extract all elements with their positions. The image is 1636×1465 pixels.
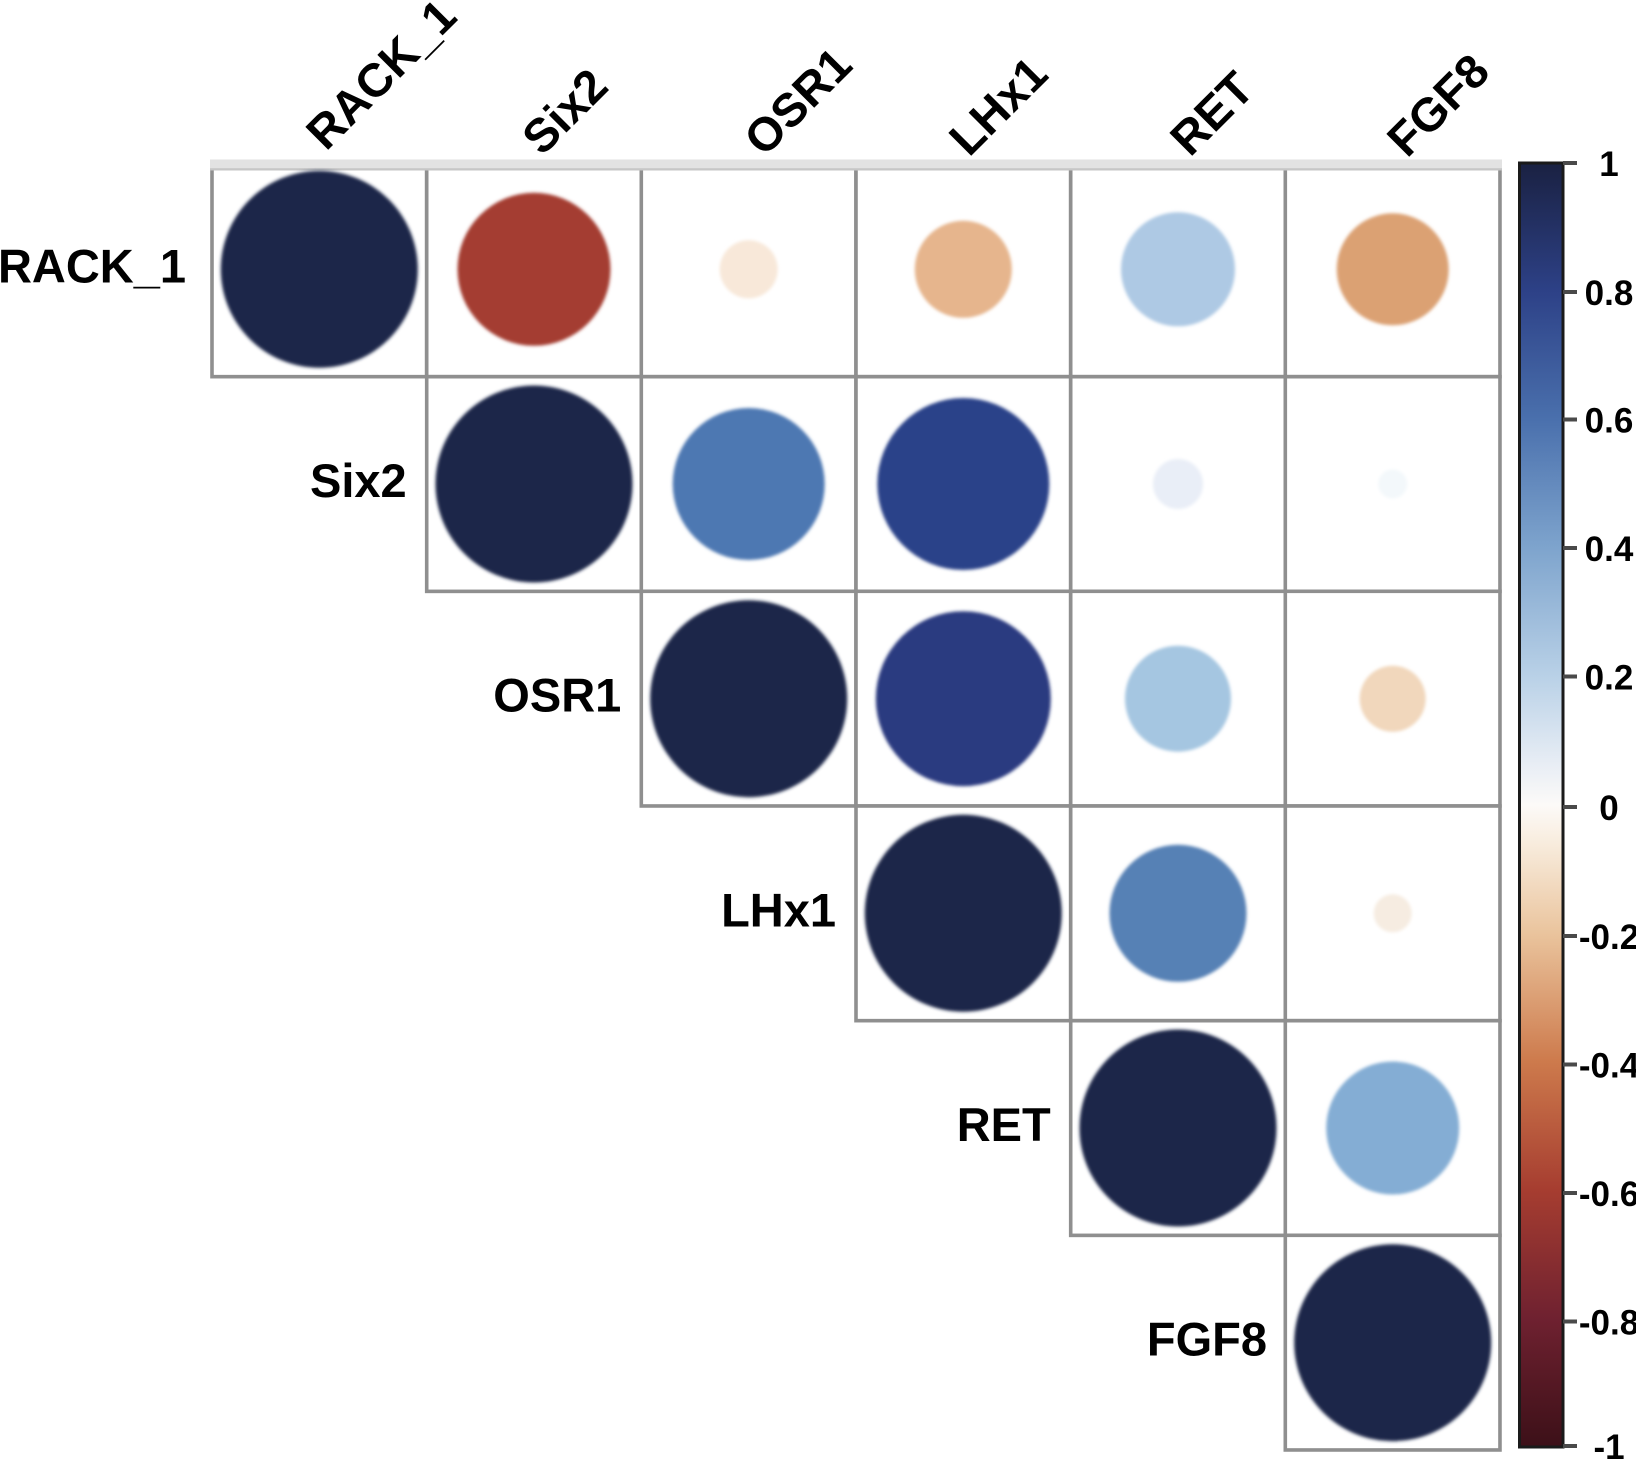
svg-text:0.4: 0.4 <box>1585 530 1634 569</box>
svg-text:-0.2: -0.2 <box>1579 918 1636 957</box>
svg-text:-0.6: -0.6 <box>1579 1175 1636 1214</box>
svg-text:Six2: Six2 <box>310 454 407 507</box>
svg-text:0: 0 <box>1599 789 1618 828</box>
svg-text:0.2: 0.2 <box>1585 659 1634 698</box>
svg-text:FGF8: FGF8 <box>1147 1313 1267 1366</box>
svg-text:LHx1: LHx1 <box>721 883 836 936</box>
svg-text:-0.8: -0.8 <box>1579 1304 1636 1343</box>
svg-text:-0.4: -0.4 <box>1579 1047 1636 1086</box>
svg-text:0.6: 0.6 <box>1585 402 1634 441</box>
svg-text:1: 1 <box>1599 145 1618 184</box>
svg-text:RET: RET <box>957 1098 1051 1151</box>
svg-text:-1: -1 <box>1593 1428 1624 1460</box>
svg-text:OSR1: OSR1 <box>493 669 621 722</box>
svg-text:RACK_1: RACK_1 <box>0 239 186 292</box>
svg-text:0.8: 0.8 <box>1585 274 1634 313</box>
